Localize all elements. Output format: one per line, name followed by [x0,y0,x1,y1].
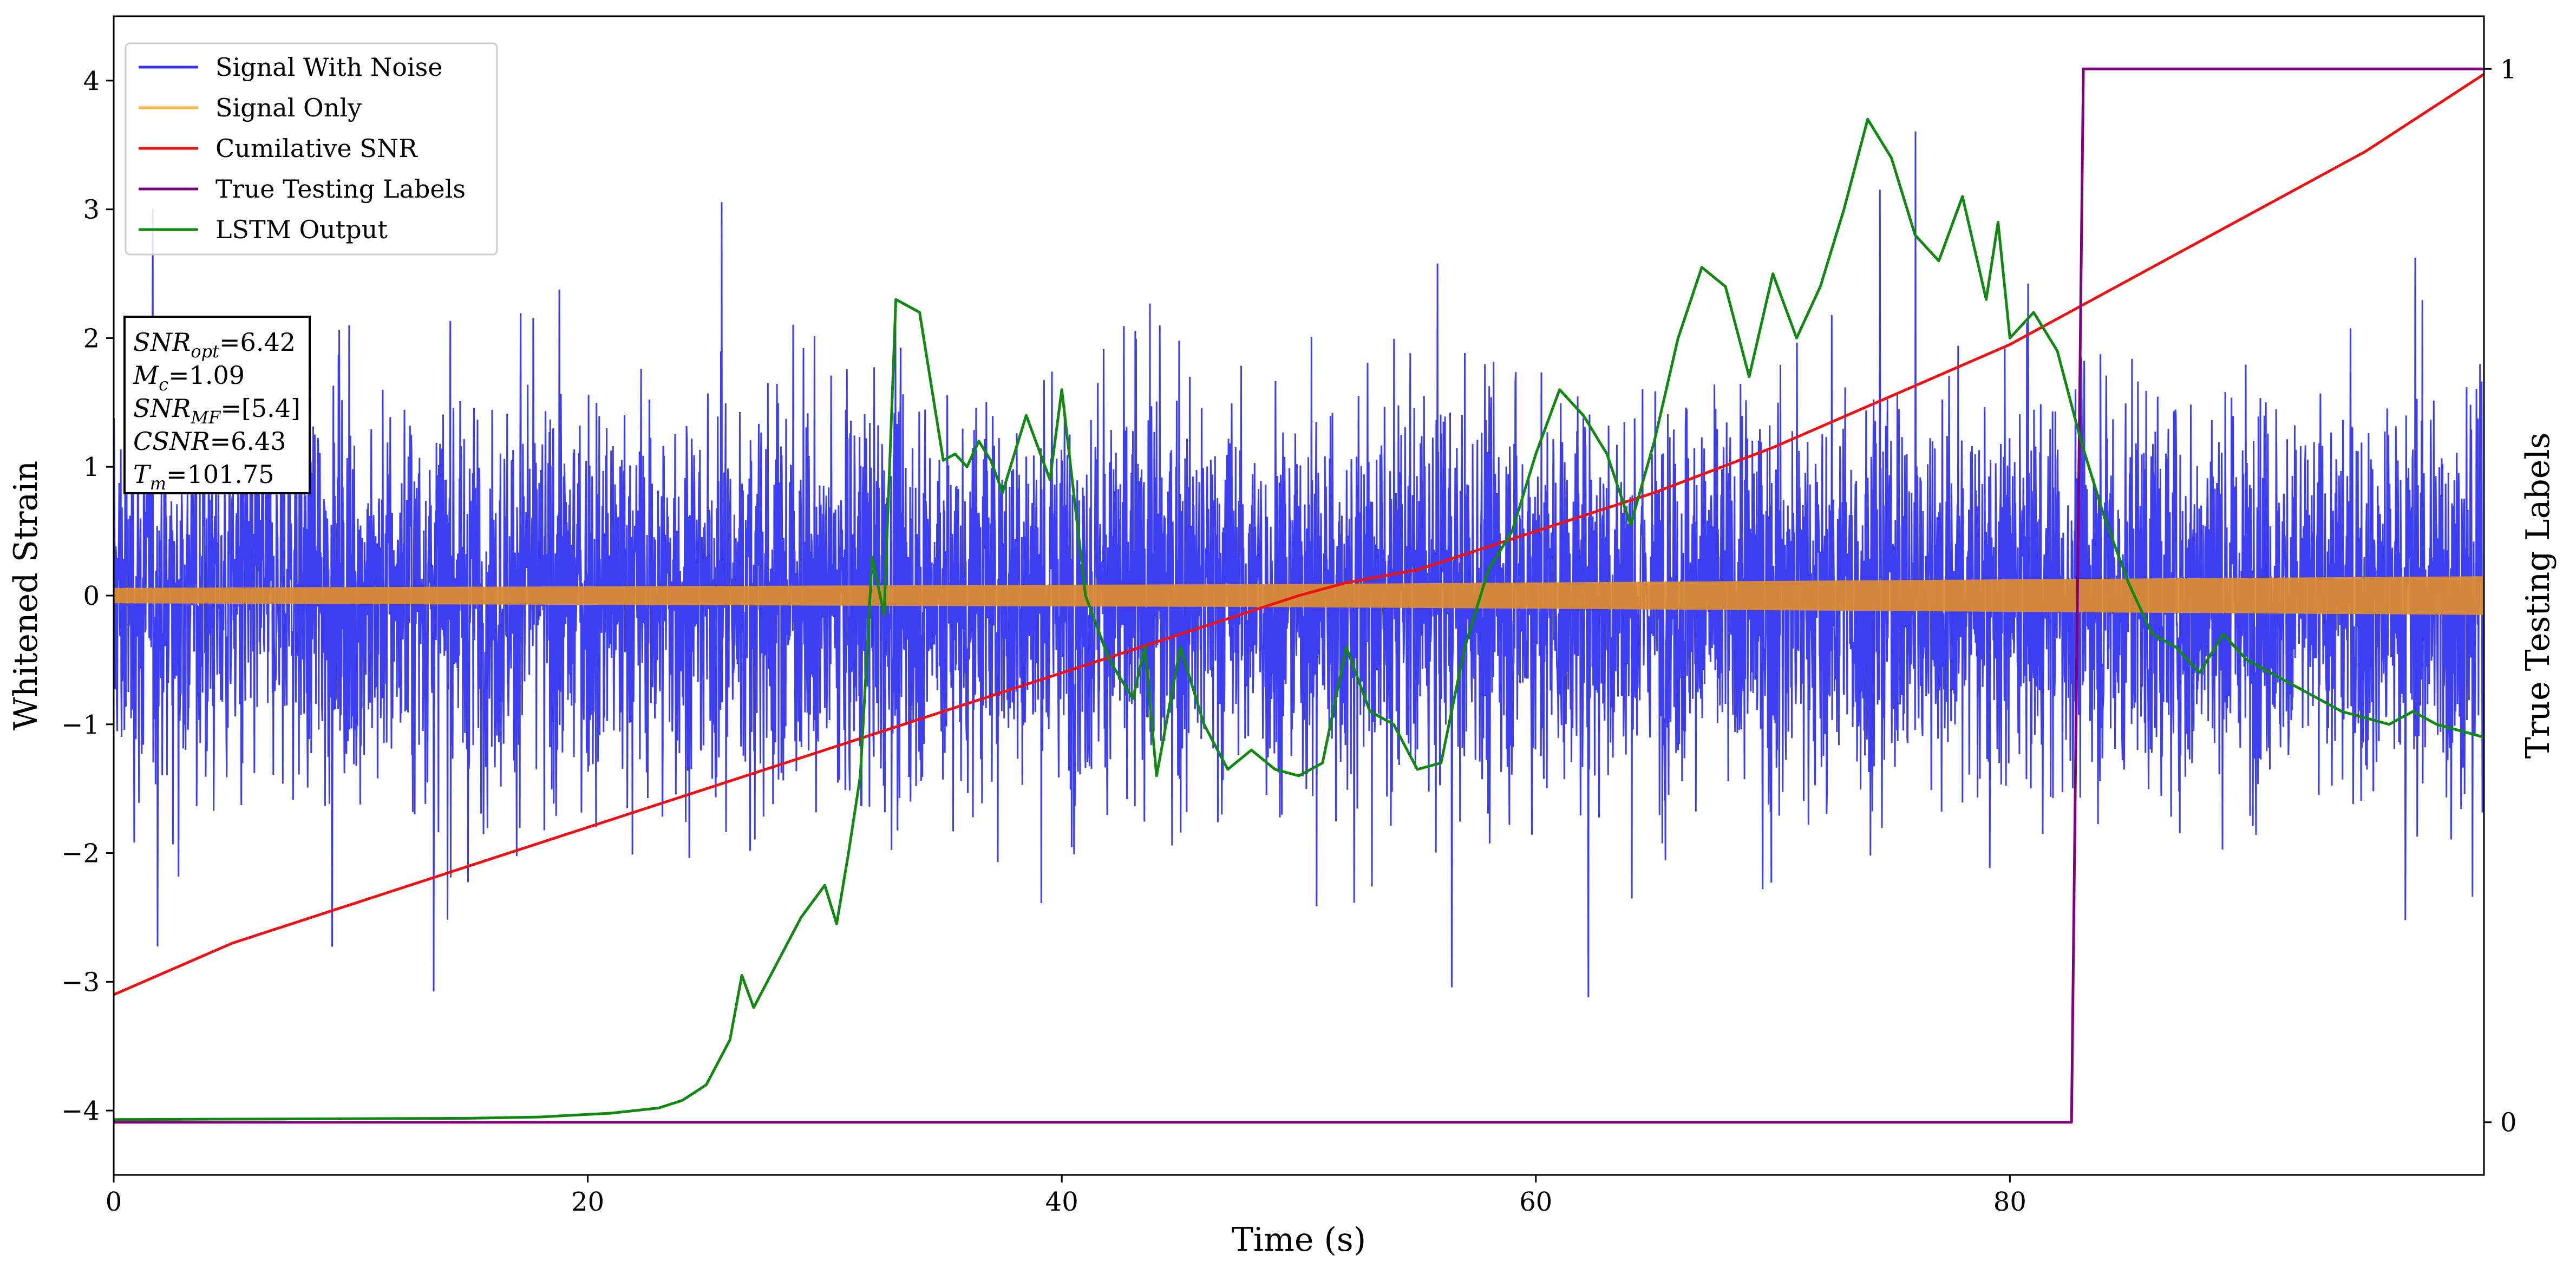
info-box-frame [123,316,311,494]
x-axis-label: Time (s) [1232,1221,1366,1259]
legend-label: Signal Only [215,93,362,122]
y-axis-label: Whitened Strain [7,461,45,730]
y-tick-label: 0 [83,581,100,611]
series-lstm-output [114,117,2484,1121]
plot-area [114,67,2484,1124]
x-tick-label: 40 [1045,1187,1078,1217]
x-tick-label: 20 [571,1187,604,1217]
y-tick-label: −3 [61,967,100,997]
legend-label: True Testing Labels [215,174,466,204]
y-tick-label: −1 [61,710,100,740]
y-tick-label: −2 [61,839,100,869]
y2-tick-label: 0 [2500,1108,2517,1138]
series-true-testing-labels [114,67,2484,1124]
x-tick-label: 80 [1993,1187,2026,1217]
series-cumilative-snr [114,73,2484,996]
legend: Signal With Noise Signal Only Cumilative S… [125,42,498,256]
y2-tick-label: 1 [2500,54,2517,84]
y-tick-label: 1 [83,452,100,482]
x-tick-label: 0 [106,1187,122,1217]
y2-axis-label: True Testing Labels [2519,433,2557,759]
y-tick-label: 3 [83,195,100,225]
info-line: SNRopt=6.42 [133,328,296,362]
legend-label: Cumilative SNR [215,134,418,163]
y-tick-label: −4 [61,1096,100,1126]
x-tick-label: 60 [1519,1187,1552,1217]
y-tick-label: 4 [83,66,100,96]
info-line: SNRMF=[5.4] [133,394,300,428]
series-signal-with-noise [114,131,2484,997]
info-line: Tm=101.75 [133,460,274,494]
y-tick-label: 2 [83,323,100,354]
legend-frame [125,42,498,256]
info-line: Mc=1.09 [133,361,245,395]
legend-label: LSTM Output [215,215,388,244]
legend-label: Signal With Noise [215,53,442,82]
info-line: CSNR=6.43 [133,427,286,456]
